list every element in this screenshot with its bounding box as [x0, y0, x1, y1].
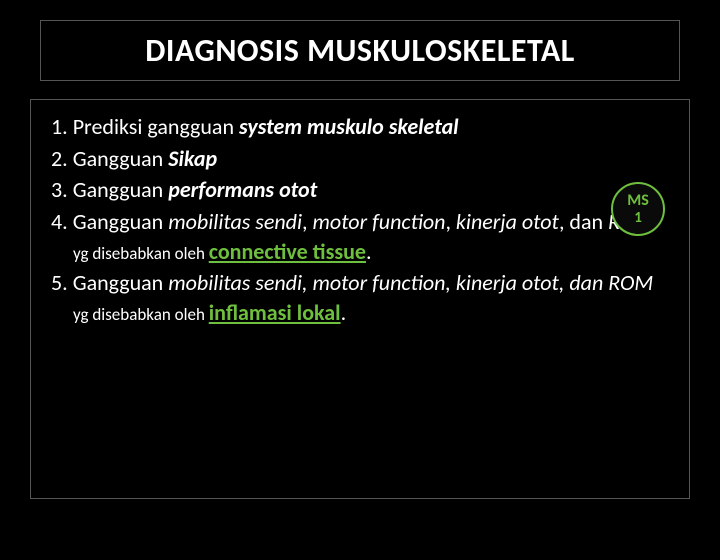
item-small: yg disebabkan oleh — [73, 304, 209, 325]
dot: . — [341, 299, 347, 326]
item-number: 3. — [51, 176, 68, 203]
item-part: kinerja otot — [456, 208, 559, 235]
item-number: 2. — [51, 145, 68, 172]
list-item-3: 3. Gangguan performans otot — [51, 175, 669, 205]
item-small: yg disebabkan oleh — [73, 243, 209, 264]
item-emph: Sikap — [168, 145, 217, 172]
sep: , dan — [559, 208, 608, 235]
item-highlight: connective tissue — [209, 238, 366, 265]
item-highlight: inflamasi lokal — [209, 299, 341, 326]
item-part: mobilitas sendi — [168, 208, 302, 235]
item-number: 4. — [51, 208, 68, 235]
item-emph: system muskulo skeletal — [239, 113, 459, 140]
item-text: Gangguan — [68, 145, 169, 172]
item-text: Gangguan — [68, 269, 169, 296]
list-item-5: 5. Gangguan mobilitas sendi, motor funct… — [51, 268, 669, 327]
content-box: 1. Prediksi gangguan system muskulo skel… — [30, 99, 690, 499]
list-item-4: 4. Gangguan mobilitas sendi, motor funct… — [51, 207, 669, 266]
item-text: Gangguan — [68, 176, 169, 203]
sep: , — [302, 208, 312, 235]
item-part: mobilitas sendi, motor function, kinerja… — [168, 269, 653, 296]
item-text: Gangguan — [68, 208, 169, 235]
list-item-2: 2. Gangguan Sikap — [51, 144, 669, 174]
title-box: DIAGNOSIS MUSKULOSKELETAL — [40, 20, 680, 81]
slide-title: DIAGNOSIS MUSKULOSKELETAL — [61, 31, 659, 70]
dot: . — [366, 238, 372, 265]
item-emph: performans otot — [168, 176, 317, 203]
item-text: Prediksi gangguan — [68, 113, 239, 140]
item-number: 5. — [51, 269, 68, 296]
badge-line-2: 1 — [634, 211, 642, 226]
item-part: motor function — [313, 208, 446, 235]
item-number: 1. — [51, 113, 68, 140]
ms-badge: MS 1 — [611, 182, 665, 236]
badge-line-1: MS — [627, 193, 649, 209]
list-item-1: 1. Prediksi gangguan system muskulo skel… — [51, 112, 669, 142]
sep: , — [445, 208, 455, 235]
